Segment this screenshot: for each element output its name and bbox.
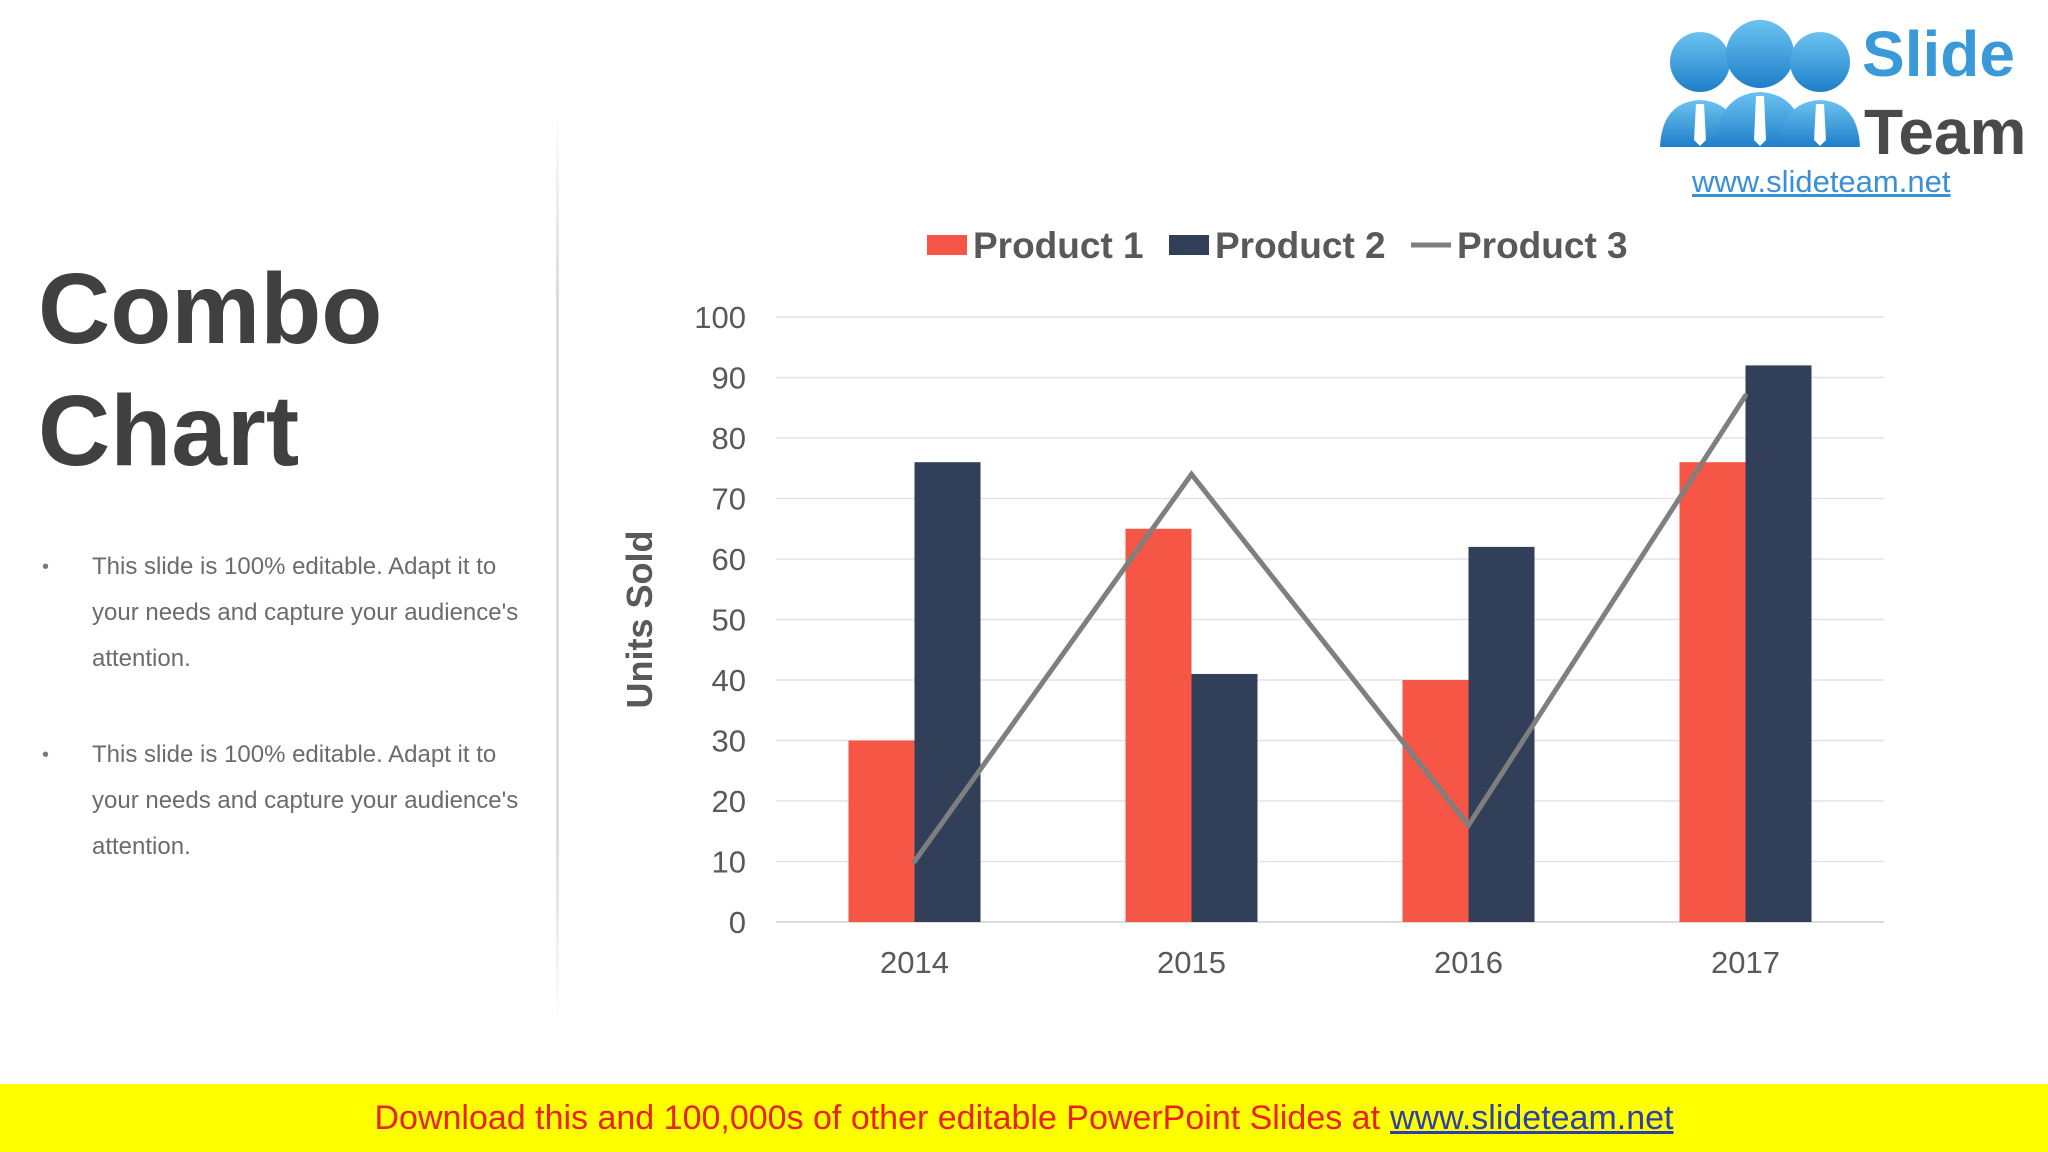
y-tick-label: 40 — [712, 663, 746, 698]
line-point — [1189, 471, 1194, 477]
slideteam-logo[interactable]: Slide Team www.slideteam.net — [1638, 0, 2036, 199]
vertical-divider — [556, 112, 559, 1022]
banner-text: Download this and 100,000s of other edit… — [374, 1098, 1381, 1137]
bullet-item: • This slide is 100% editable. Adapt it … — [42, 544, 562, 682]
bar-product-2 — [1745, 365, 1812, 922]
slide-title: Combo Chart — [38, 248, 558, 492]
bar-product-1 — [1679, 462, 1746, 922]
bar-product-1 — [1125, 528, 1192, 922]
legend-label: Product 1 — [973, 225, 1144, 266]
download-banner: Download this and 100,000s of other edit… — [0, 1084, 2048, 1152]
bar-product-1 — [848, 740, 915, 922]
y-tick-label: 60 — [712, 542, 746, 577]
legend-swatch — [927, 235, 967, 255]
x-tick-label: 2016 — [1434, 945, 1503, 980]
logo-url[interactable]: www.slideteam.net — [1692, 164, 1951, 199]
title-line-2: Chart — [38, 375, 300, 487]
bullet-marker: • — [42, 556, 50, 578]
bullet-item: • This slide is 100% editable. Adapt it … — [42, 732, 562, 870]
legend-swatch — [1169, 235, 1209, 255]
y-tick-label: 10 — [712, 845, 746, 880]
y-tick-label: 90 — [712, 361, 746, 396]
banner-link[interactable]: www.slideteam.net — [1390, 1098, 1674, 1137]
people-icon — [1660, 20, 1860, 147]
y-tick-label: 30 — [712, 724, 746, 759]
bullet-marker: • — [42, 744, 50, 766]
logo-word-team: Team — [1864, 96, 2027, 168]
combo-chart: 0 10 20 30 40 50 60 70 80 90 100 Units Sold 2014 2015… — [619, 225, 1884, 980]
bullet-line: This slide is 100% editable. Adapt it to — [92, 553, 497, 580]
y-tick-label: 100 — [694, 300, 746, 335]
legend-label: Product 2 — [1215, 225, 1386, 266]
bullet-line: your needs and capture your audience's — [92, 599, 519, 626]
line-series-product-3 — [912, 394, 1748, 863]
logo-word-slide: Slide — [1862, 18, 2015, 90]
bullet-line: your needs and capture your audience's — [92, 787, 519, 814]
line-point — [912, 859, 917, 864]
bullet-line: This slide is 100% editable. Adapt it to — [92, 741, 497, 768]
legend-label: Product 3 — [1457, 225, 1628, 266]
x-tick-label: 2017 — [1711, 945, 1780, 980]
bullet-line: attention. — [92, 833, 191, 860]
x-tick-label: 2015 — [1157, 945, 1226, 980]
y-tick-label: 70 — [712, 482, 746, 517]
line-point — [1743, 393, 1748, 399]
x-tick-label: 2014 — [880, 945, 949, 980]
bar-product-1 — [1402, 680, 1469, 922]
bar-product-2 — [914, 462, 981, 922]
bullet-line: attention. — [92, 645, 191, 672]
title-line-1: Combo — [38, 253, 383, 365]
y-tick-label: 50 — [712, 603, 746, 638]
y-tick-label: 20 — [712, 784, 746, 819]
bullet-list: • This slide is 100% editable. Adapt it … — [42, 544, 562, 920]
y-tick-label: 0 — [729, 905, 746, 940]
bar-product-2 — [1191, 673, 1258, 922]
y-axis-label: Units Sold — [619, 531, 660, 709]
y-tick-label: 80 — [712, 421, 746, 456]
bar-product-2 — [1468, 546, 1535, 922]
line-point — [1466, 822, 1471, 828]
